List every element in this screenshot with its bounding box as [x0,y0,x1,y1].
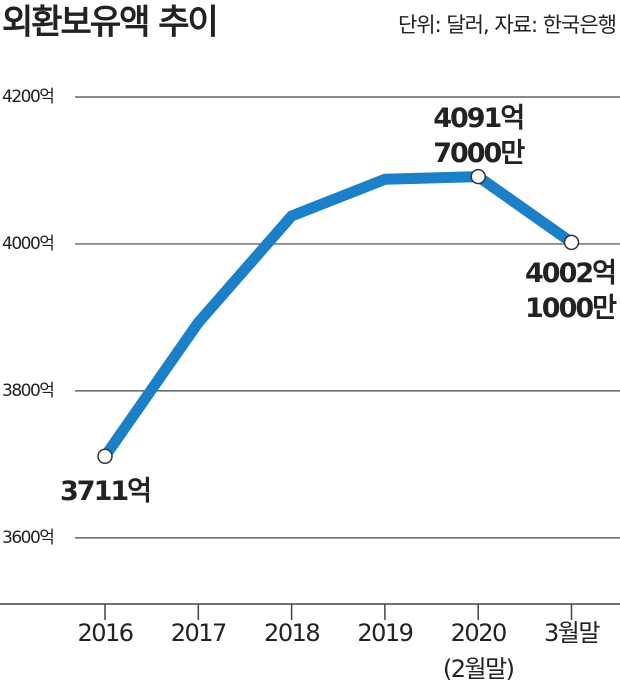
value-label: 4091억 [433,103,523,134]
value-label: 1000만 [525,293,617,324]
data-point [97,448,113,465]
value-label: 4002억 [525,258,615,289]
y-tick-label: 3800억 [2,381,53,401]
value-label: 3711억 [60,476,150,507]
chart-subtitle: 단위: 달러, 자료: 한국은행 [398,13,616,37]
y-tick-label: 3600억 [2,528,53,548]
x-tick-label: 2018 [264,619,319,647]
data-line [100,171,575,460]
x-tick-label: 2019 [357,619,412,647]
x-tick-label: 2017 [171,619,226,647]
x-tick-label: 2020 [451,619,506,647]
x-tick-label: 2016 [77,619,132,647]
data-point [470,168,486,185]
chart-title: 외환보유액 추이 [2,3,217,43]
data-point [563,234,580,251]
y-tick-label: 4000억 [2,234,53,254]
value-label: 7000만 [433,138,525,169]
y-tick-label: 4200억 [2,87,53,107]
x-tick-label: (2월말) [443,655,514,683]
x-tick-label: 3월말 [544,619,600,647]
